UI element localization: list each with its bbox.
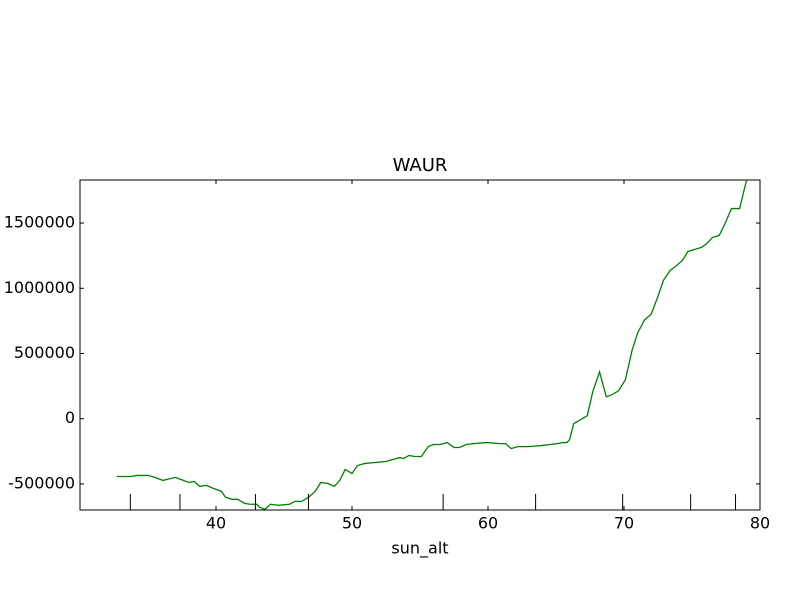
- plot-frame: [79, 179, 761, 511]
- x-axis-label: sun_alt: [391, 539, 448, 559]
- y-tick-label: 500000: [14, 343, 75, 362]
- y-tick-label: 0: [65, 408, 75, 427]
- x-tick-label: 60: [478, 514, 498, 533]
- x-tick-label: 50: [342, 514, 362, 533]
- y-tick-label: 1500000: [4, 213, 75, 232]
- x-tick-label: 70: [614, 514, 634, 533]
- x-tick-label: 40: [206, 514, 226, 533]
- data-line: [116, 180, 748, 511]
- chart-title: WAUR: [393, 155, 448, 176]
- y-tick-label: -500000: [8, 473, 75, 492]
- y-tick-label: 1000000: [4, 278, 75, 297]
- x-tick-label: 80: [750, 514, 770, 533]
